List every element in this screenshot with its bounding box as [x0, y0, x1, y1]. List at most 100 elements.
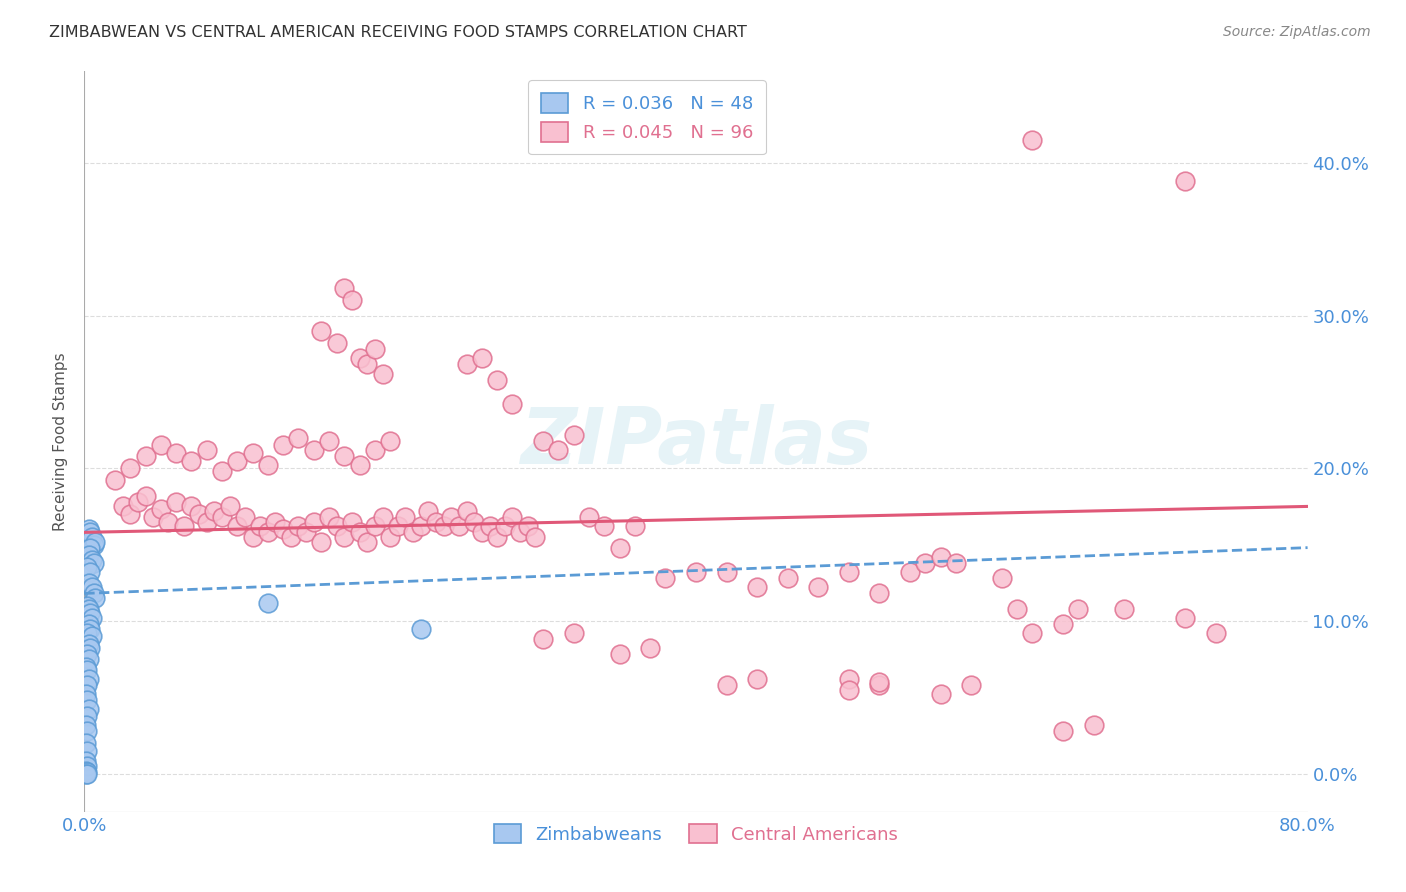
Point — [264, 515, 287, 529]
Point — [838, 682, 860, 697]
Point — [79, 525, 101, 540]
Point — [77, 672, 100, 686]
Point — [77, 548, 100, 562]
Point — [509, 525, 531, 540]
Y-axis label: Receiving Food Stamps: Receiving Food Stamps — [53, 352, 69, 531]
Point — [387, 519, 409, 533]
Point — [394, 510, 416, 524]
Point — [402, 525, 425, 540]
Text: ZIMBABWEAN VS CENTRAL AMERICAN RECEIVING FOOD STAMPS CORRELATION CHART: ZIMBABWEAN VS CENTRAL AMERICAN RECEIVING… — [49, 25, 747, 40]
Point — [929, 687, 952, 701]
Point — [340, 515, 363, 529]
Point — [180, 500, 202, 514]
Point — [226, 519, 249, 533]
Point — [75, 755, 97, 769]
Point — [75, 687, 97, 701]
Point — [76, 723, 98, 738]
Legend: Zimbabweans, Central Americans: Zimbabweans, Central Americans — [486, 816, 905, 851]
Point — [340, 293, 363, 308]
Point — [609, 541, 631, 555]
Point — [333, 281, 356, 295]
Point — [77, 575, 100, 590]
Point — [478, 519, 501, 533]
Point — [356, 358, 378, 372]
Point — [76, 530, 98, 544]
Point — [440, 510, 463, 524]
Point — [716, 678, 738, 692]
Point — [456, 358, 478, 372]
Point — [562, 427, 585, 442]
Point — [77, 522, 100, 536]
Point — [502, 397, 524, 411]
Point — [76, 766, 98, 780]
Point — [77, 702, 100, 716]
Point — [80, 580, 103, 594]
Point — [104, 474, 127, 488]
Point — [371, 510, 394, 524]
Point — [624, 519, 647, 533]
Point — [84, 534, 107, 549]
Point — [349, 525, 371, 540]
Point — [869, 675, 891, 690]
Point — [638, 641, 661, 656]
Point — [371, 367, 394, 381]
Point — [1174, 611, 1197, 625]
Point — [211, 510, 233, 524]
Point — [76, 759, 98, 773]
Text: Source: ZipAtlas.com: Source: ZipAtlas.com — [1223, 25, 1371, 39]
Point — [80, 553, 103, 567]
Point — [302, 515, 325, 529]
Point — [929, 549, 952, 564]
Point — [333, 530, 356, 544]
Point — [76, 663, 98, 677]
Point — [142, 510, 165, 524]
Point — [486, 530, 509, 544]
Point — [425, 515, 447, 529]
Point — [1052, 617, 1074, 632]
Point — [120, 461, 142, 475]
Point — [257, 458, 280, 473]
Point — [318, 434, 340, 448]
Point — [471, 351, 494, 366]
Point — [77, 601, 100, 615]
Point — [869, 586, 891, 600]
Point — [516, 519, 538, 533]
Point — [747, 580, 769, 594]
Point — [76, 560, 98, 574]
Point — [1021, 626, 1043, 640]
Point — [463, 515, 485, 529]
Point — [562, 626, 585, 640]
Point — [447, 519, 470, 533]
Text: ZIPatlas: ZIPatlas — [520, 403, 872, 480]
Point — [83, 556, 105, 570]
Point — [991, 571, 1014, 585]
Point — [609, 648, 631, 662]
Point — [76, 678, 98, 692]
Point — [1052, 723, 1074, 738]
Point — [364, 519, 387, 533]
Point — [325, 519, 347, 533]
Point — [257, 525, 280, 540]
Point — [127, 495, 149, 509]
Point — [960, 678, 983, 692]
Point — [80, 611, 103, 625]
Point — [271, 522, 294, 536]
Point — [747, 672, 769, 686]
Point — [471, 525, 494, 540]
Point — [75, 764, 97, 778]
Point — [75, 717, 97, 731]
Point — [165, 446, 187, 460]
Point — [302, 442, 325, 457]
Point — [456, 504, 478, 518]
Point — [79, 541, 101, 555]
Point — [547, 442, 569, 457]
Point — [409, 519, 432, 533]
Point — [1021, 133, 1043, 147]
Point — [77, 617, 100, 632]
Point — [149, 502, 172, 516]
Point — [75, 736, 97, 750]
Point — [311, 534, 333, 549]
Point — [79, 565, 101, 579]
Point — [716, 565, 738, 579]
Point — [486, 373, 509, 387]
